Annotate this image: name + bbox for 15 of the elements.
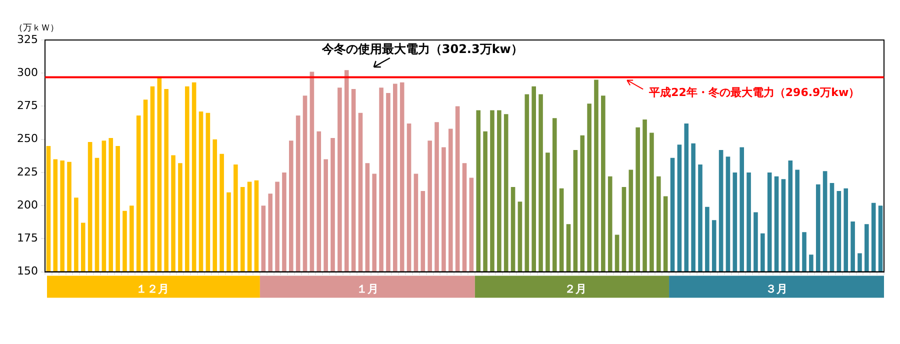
y-axis-title: （万ｋＷ） (14, 23, 59, 34)
x-tick-label: ３月 (766, 282, 788, 296)
y-tick-label: 175 (16, 232, 38, 245)
y-tick-label: 225 (16, 165, 38, 178)
y-tick-label: 300 (16, 66, 38, 79)
x-tick-label: ２月 (564, 282, 586, 296)
y-tick-label: 325 (16, 32, 38, 46)
y-tick-label: 250 (16, 132, 38, 146)
x-tick-label: １２月 (136, 282, 169, 296)
ref-line-label: 平成22年・冬の最大電力（296.9万kw） (648, 86, 860, 100)
annotation: 今冬の使用最大電力（302.3万kw） (320, 42, 523, 56)
y-tick-label: 150 (16, 264, 38, 278)
y-tick-label: 275 (16, 99, 38, 112)
x-tick-label: １月 (356, 282, 378, 296)
y-tick-label: 200 (16, 198, 38, 212)
